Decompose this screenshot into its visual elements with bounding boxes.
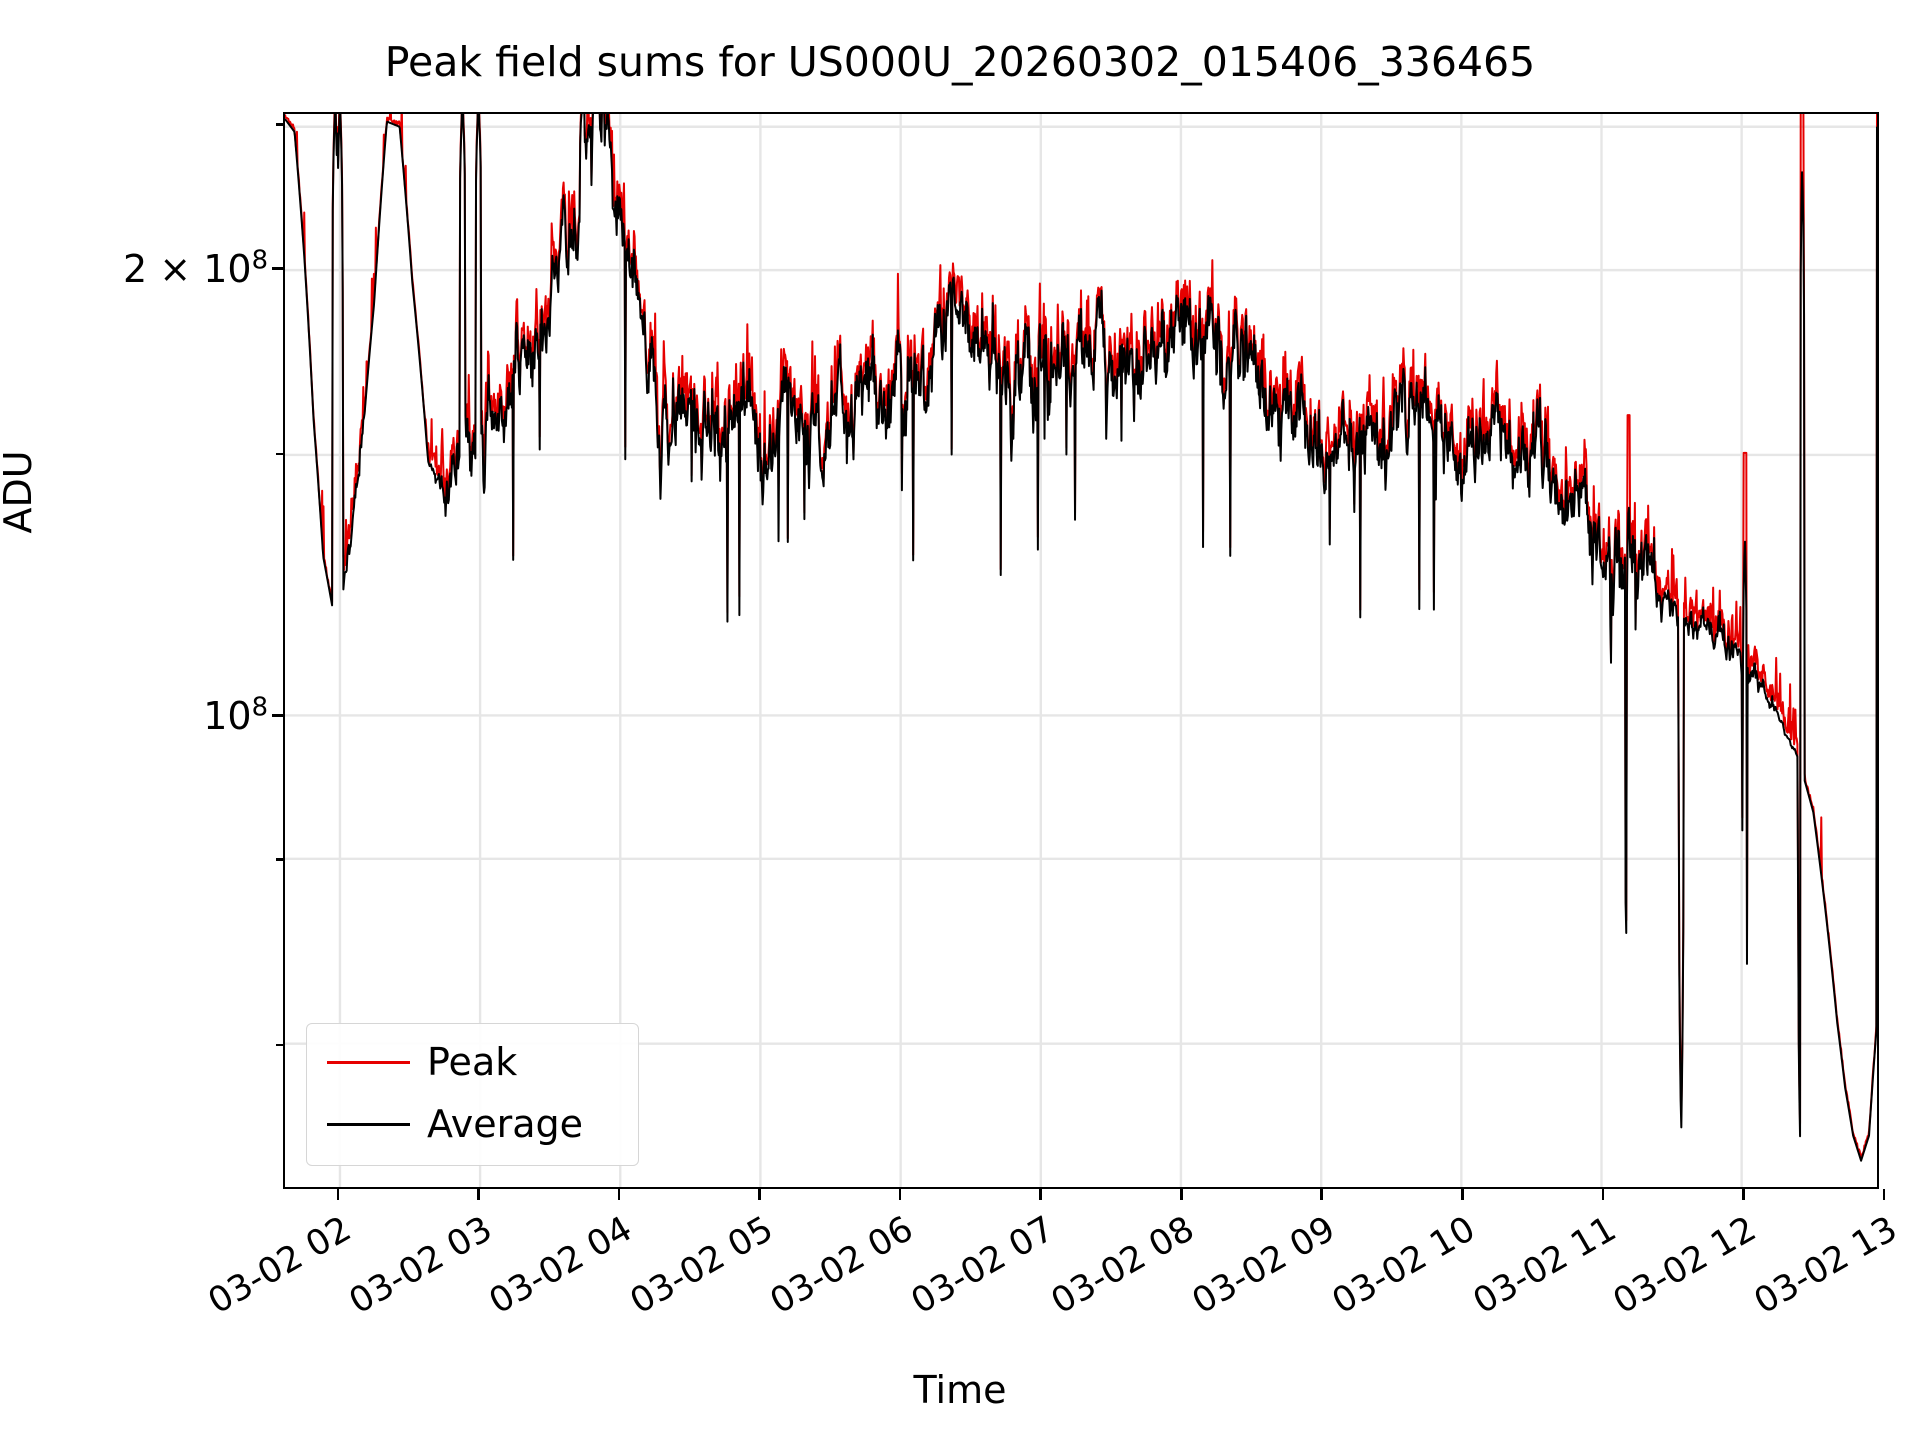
legend-item-peak[interactable]: Peak (307, 1038, 638, 1086)
plot-area (283, 112, 1879, 1189)
x-tick-mark (1179, 1189, 1183, 1200)
y-axis-label: ADU (0, 450, 40, 534)
x-tick-mark (477, 1189, 480, 1200)
x-tick-mark (336, 1189, 340, 1200)
x-tick-mark (1601, 1189, 1605, 1200)
y-tick-label: 2 × 108 (123, 245, 268, 291)
series-peak (285, 114, 1877, 1161)
y-tick-mark (272, 714, 283, 717)
y-minor-tick-mark (276, 1043, 283, 1047)
x-tick-mark (617, 1189, 621, 1200)
x-tick-mark (1320, 1189, 1324, 1200)
data-layer (285, 114, 1877, 1162)
legend-item-average[interactable]: Average (307, 1100, 638, 1148)
x-tick-mark (1882, 1189, 1886, 1200)
legend-label-peak: Peak (427, 1040, 518, 1084)
y-tick-label: 108 (203, 692, 268, 738)
x-tick-mark (1039, 1189, 1042, 1200)
legend-label-average: Average (427, 1102, 584, 1146)
x-tick-mark (1460, 1189, 1464, 1200)
x-tick-mark (898, 1189, 902, 1200)
x-tick-mark (1742, 1189, 1745, 1200)
y-tick-mark (272, 267, 283, 270)
legend[interactable]: Peak Average (306, 1023, 639, 1166)
x-axis-label: Time (913, 1368, 1007, 1412)
series-average (285, 114, 1877, 1162)
y-minor-tick-mark (276, 123, 283, 127)
page-title: Peak field sums for US000U_20260302_0154… (384, 38, 1536, 86)
y-minor-tick-mark (276, 858, 283, 861)
legend-swatch-peak (327, 1061, 410, 1064)
y-minor-tick-mark (276, 452, 283, 456)
x-tick-mark (758, 1189, 761, 1200)
legend-swatch-average (327, 1123, 410, 1126)
